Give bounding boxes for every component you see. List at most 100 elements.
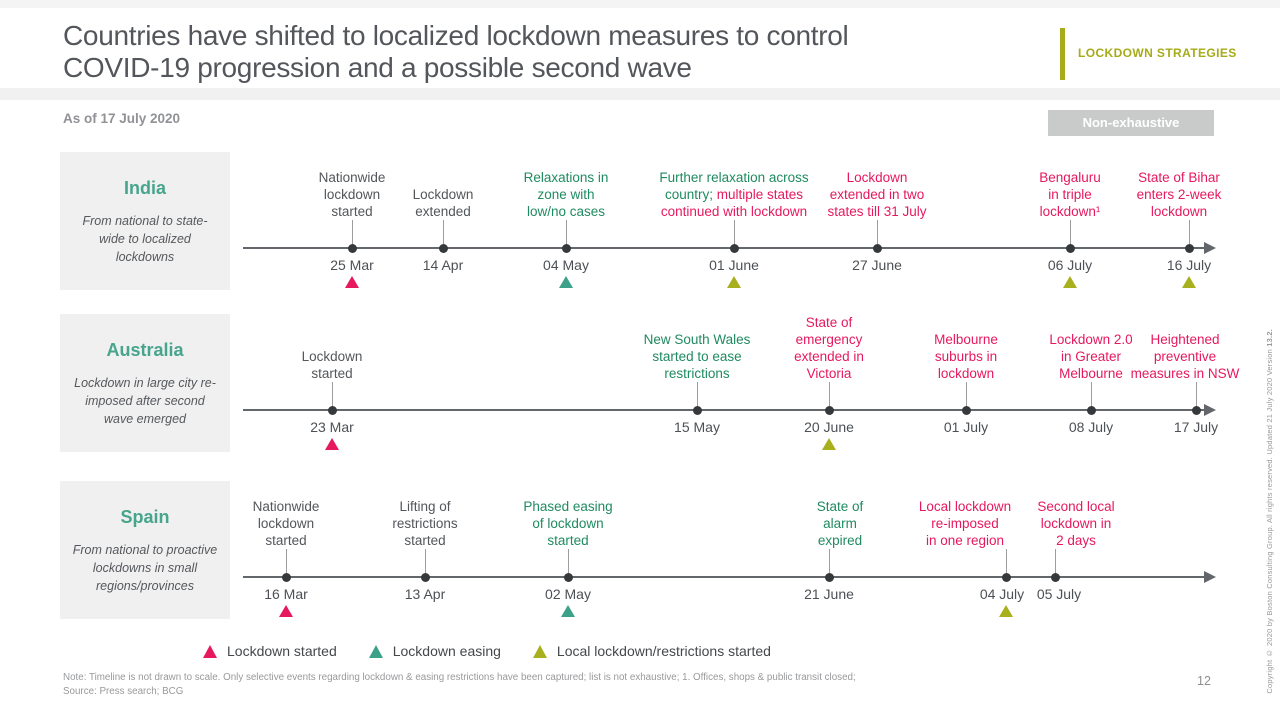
event-label-line: lockdown¹ bbox=[970, 203, 1170, 220]
event-label-line: Lockdown bbox=[777, 169, 977, 186]
event-connector bbox=[565, 220, 567, 247]
event-label-text: alarm bbox=[823, 516, 857, 531]
event-dot bbox=[824, 573, 834, 582]
event-label-text: started bbox=[547, 533, 589, 548]
event-label-text: Melbourne bbox=[1059, 366, 1123, 381]
country-row-spain: Spain From national to proactive lockdown… bbox=[0, 479, 1280, 629]
event-label-text: New South Wales bbox=[643, 332, 751, 347]
event-label-line: extended in two bbox=[777, 186, 977, 203]
country-name: Australia bbox=[106, 340, 184, 360]
event-date: 01 July bbox=[943, 419, 989, 435]
event-label-text: Lifting of bbox=[399, 499, 451, 514]
event-connector bbox=[876, 220, 878, 247]
country-row-australia: Australia Lockdown in large city re-impos… bbox=[0, 312, 1280, 462]
event-date: 08 July bbox=[1068, 419, 1114, 435]
event-label-text: Lockdown bbox=[846, 170, 908, 185]
event-label: Heightened preventive measures in NSW bbox=[1085, 331, 1280, 382]
event-connector bbox=[828, 549, 830, 576]
started-marker-icon bbox=[345, 276, 359, 288]
event-date: 20 June bbox=[804, 419, 854, 435]
event-connector bbox=[567, 549, 569, 576]
event-label-line: lockdown in bbox=[976, 515, 1176, 532]
timeline-arrow-icon bbox=[1204, 404, 1216, 416]
copyright-version: 13.2. bbox=[1265, 329, 1274, 348]
event-label-text: lockdown bbox=[323, 187, 381, 202]
event-date: 15 May bbox=[674, 419, 720, 435]
event-label-line: Melbourne bbox=[866, 331, 1066, 348]
event-dot bbox=[824, 406, 834, 415]
event-label-text: multiple states bbox=[712, 187, 804, 202]
event-label-text: extended bbox=[415, 204, 471, 219]
event-label-text: measures in NSW bbox=[1130, 366, 1240, 381]
legend-label: Local lockdown/restrictions started bbox=[556, 643, 771, 659]
event-label-line: started bbox=[468, 532, 668, 549]
as-of-date: As of 17 July 2020 bbox=[63, 111, 181, 126]
event-connector bbox=[1069, 220, 1071, 247]
event-dot bbox=[1191, 406, 1201, 415]
accent-bar bbox=[1060, 28, 1065, 80]
country-subtitle: From national to proactive lockdowns in … bbox=[72, 543, 218, 594]
event-dot bbox=[281, 573, 291, 582]
event-label: Nationwide lockdown started bbox=[252, 169, 452, 220]
non-exhaustive-badge: Non-exhaustive bbox=[1048, 110, 1214, 136]
easing-legend-marker-icon bbox=[368, 644, 383, 658]
event-label-line: started bbox=[252, 203, 452, 220]
footer-source: Source: Press search; BCG bbox=[63, 686, 184, 697]
event-label-text: restrictions bbox=[392, 516, 458, 531]
event-label-line: measures in NSW bbox=[1085, 365, 1280, 382]
event-label: Relaxations in zone with low/no cases bbox=[466, 169, 666, 220]
event-date: 04 May bbox=[543, 257, 589, 273]
event-label-line: started to ease bbox=[597, 348, 797, 365]
event-label-text: re-imposed bbox=[931, 516, 999, 531]
event-label-line: restrictions bbox=[325, 515, 525, 532]
title-line-2: COVID-19 progression and a possible seco… bbox=[63, 52, 692, 83]
local-marker-icon bbox=[1182, 276, 1196, 288]
page-number: 12 bbox=[1197, 674, 1211, 688]
event-label-line: Lockdown bbox=[343, 186, 543, 203]
event-label-line: lockdown bbox=[252, 186, 452, 203]
local-marker-icon bbox=[822, 438, 836, 450]
event-label: New South Wales started to ease restrictio… bbox=[597, 331, 797, 382]
event-dot bbox=[327, 406, 337, 415]
event-label-line: 2 days bbox=[976, 532, 1176, 549]
event-connector bbox=[351, 220, 353, 247]
legend-item: Lockdown easing bbox=[368, 643, 501, 659]
event-label-line: Lockdown 2.0 bbox=[991, 331, 1191, 348]
timeline-arrow-icon bbox=[1204, 242, 1216, 254]
event-label-line: lockdown bbox=[866, 365, 1066, 382]
event-label-text: restrictions bbox=[664, 366, 730, 381]
event-dot bbox=[1065, 244, 1075, 253]
legend: Lockdown started Lockdown easing Local loc… bbox=[203, 643, 771, 659]
event-label-line: State of bbox=[729, 314, 929, 331]
event-label: Lockdown extended in two states till 31 Ju… bbox=[777, 169, 977, 220]
event-label-text: 2 days bbox=[1056, 533, 1096, 548]
event-label-text: Relaxations in bbox=[523, 170, 609, 185]
timeline-arrow-icon bbox=[1204, 571, 1216, 583]
local-marker-icon bbox=[1063, 276, 1077, 288]
event-label-line: State of bbox=[740, 498, 940, 515]
event-label-line: suburbs in bbox=[866, 348, 1066, 365]
started-marker-icon bbox=[325, 438, 339, 450]
event-dot bbox=[1086, 406, 1096, 415]
event-label-text: extended in bbox=[794, 349, 864, 364]
event-label-text: states till 31 July bbox=[827, 204, 927, 219]
local-marker-icon bbox=[999, 605, 1013, 617]
event-date: 04 July bbox=[979, 586, 1025, 602]
event-dot bbox=[563, 573, 573, 582]
event-label-text: suburbs in bbox=[934, 349, 998, 364]
event-connector bbox=[1005, 549, 1007, 576]
event-connector bbox=[696, 382, 698, 409]
event-label-line: Phased easing bbox=[468, 498, 668, 515]
event-label: State of Bihar enters 2-week lockdown bbox=[1079, 169, 1279, 220]
header-divider bbox=[0, 88, 1280, 100]
event-label-text: in triple bbox=[1048, 187, 1092, 202]
event-dot bbox=[420, 573, 430, 582]
event-label-text: Lockdown bbox=[412, 187, 474, 202]
event-label-line: Heightened bbox=[1085, 331, 1280, 348]
section-tag: LOCKDOWN STRATEGIES bbox=[1078, 46, 1237, 60]
event-label: Lockdown 2.0 in Greater Melbourne bbox=[991, 331, 1191, 382]
event-date: 23 Mar bbox=[310, 419, 354, 435]
country-box: Spain From national to proactive lockdown… bbox=[60, 481, 230, 619]
country-box: Australia Lockdown in large city re-impos… bbox=[60, 314, 230, 452]
event-label-text: Local lockdown bbox=[918, 499, 1012, 514]
